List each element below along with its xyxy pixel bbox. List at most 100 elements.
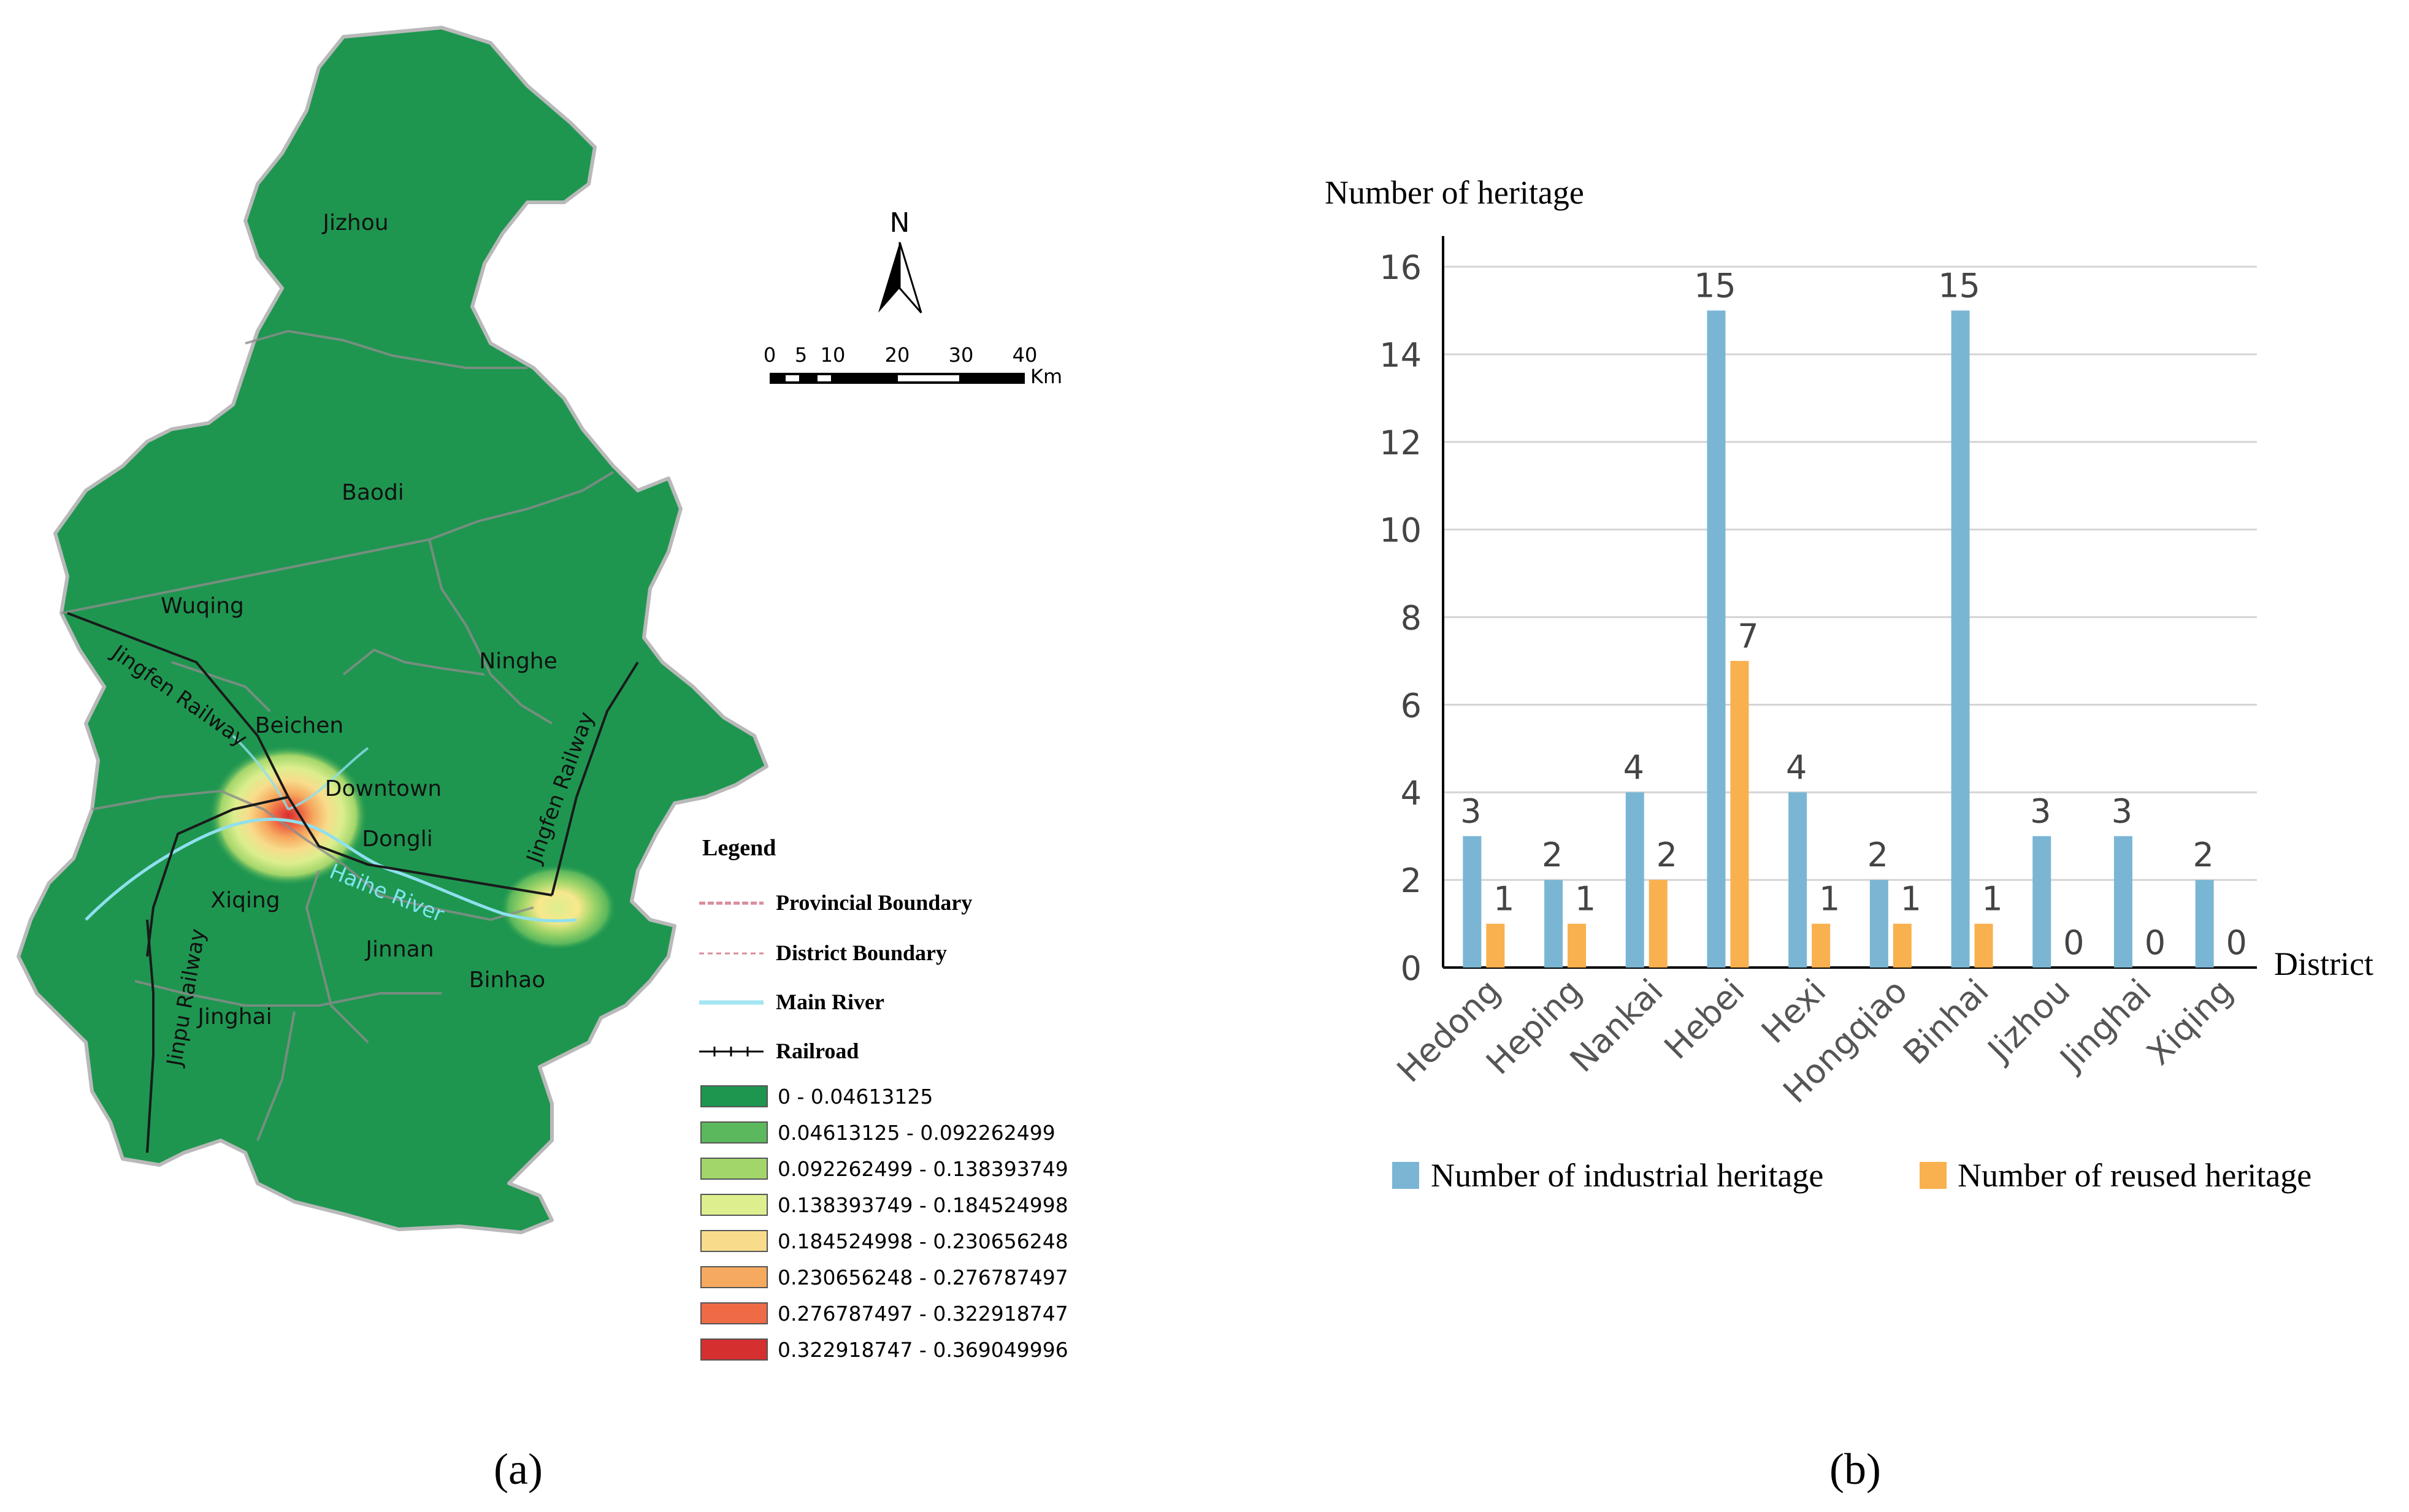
- data-label: 4: [1786, 748, 1807, 787]
- bar-reused: [1974, 923, 1993, 968]
- legend-class-swatch: [700, 1121, 768, 1144]
- data-label: 3: [2112, 792, 2132, 831]
- y-tick-label: 16: [1379, 248, 1422, 287]
- data-label: 15: [1938, 266, 1980, 305]
- railroads: [67, 612, 639, 1153]
- legend-class-label: 0.184524998 - 0.230656248: [778, 1229, 1068, 1253]
- bar-industrial: [1788, 792, 1807, 968]
- data-label: 2: [1656, 836, 1677, 874]
- x-tick-label: Nankai: [1563, 972, 1671, 1080]
- bar-reused: [1568, 923, 1587, 968]
- legend-class-label: 0.092262499 - 0.138393749: [778, 1157, 1068, 1181]
- north-arrow: N: [878, 207, 922, 313]
- tianjin-outline: [17, 26, 768, 1234]
- x-tick-label: Hedong: [1390, 972, 1508, 1090]
- bar-reused: [1486, 923, 1505, 968]
- district-label-jizhou: Jizhou: [321, 210, 388, 235]
- data-label: 7: [1737, 617, 1758, 655]
- legend-line-district: District Boundary: [776, 941, 947, 965]
- legend-class-label: 0 - 0.04613125: [778, 1085, 933, 1109]
- data-label: 1: [1819, 880, 1840, 918]
- scale-bar: 0 5 10 20 30 40 Km: [764, 343, 1062, 388]
- legend-label-industrial: Number of industrial heritage: [1431, 1157, 1823, 1194]
- data-label: 0: [2063, 923, 2084, 962]
- y-tick-label: 8: [1401, 599, 1422, 638]
- bar-reused: [1730, 660, 1749, 968]
- legend-class-swatch: [700, 1230, 768, 1252]
- data-label: 1: [1982, 880, 2002, 918]
- data-label: 0: [2226, 923, 2246, 962]
- data-label: 1: [1575, 880, 1596, 918]
- caption-b: (b): [1829, 1445, 1881, 1494]
- bar-industrial: [2032, 836, 2051, 968]
- data-label: 4: [1623, 748, 1644, 787]
- legend-label-reused: Number of reused heritage: [1958, 1157, 2311, 1194]
- gridlines: [1443, 265, 2257, 881]
- y-tick-label: 10: [1379, 511, 1422, 550]
- bars: [1463, 310, 2214, 968]
- y-tick-label: 4: [1401, 774, 1422, 812]
- y-tick-label: 6: [1401, 686, 1422, 725]
- legend-class-label: 0.04613125 - 0.092262499: [778, 1121, 1055, 1145]
- bar-industrial: [1625, 792, 1644, 968]
- map-legend: Legend Provincial Boundary District Boun…: [699, 835, 1068, 1362]
- legend-class-swatch: [700, 1266, 768, 1288]
- district-boundaries: [61, 329, 615, 1141]
- bar-reused: [1812, 923, 1831, 968]
- legend-class-label: 0.322918747 - 0.369049996: [778, 1338, 1068, 1362]
- x-tick-label: Binhai: [1896, 972, 1996, 1072]
- scale-tick: 0: [764, 343, 776, 367]
- data-label: 3: [2030, 792, 2051, 831]
- legend-swatch-industrial: [1392, 1162, 1419, 1189]
- legend-line-railroad: Railroad: [776, 1039, 859, 1063]
- legend-title: Legend: [702, 835, 776, 861]
- y-tick-label: 0: [1401, 949, 1422, 988]
- scale-tick: 40: [1013, 343, 1038, 367]
- x-axis-title: District: [2274, 945, 2373, 982]
- bar-reused: [1649, 880, 1668, 968]
- district-label-wuqing: Wuqing: [161, 594, 244, 619]
- caption-a: (a): [494, 1445, 543, 1494]
- data-label: 2: [1867, 836, 1888, 874]
- district-label-xiqing: Xiqing: [210, 888, 280, 913]
- data-label: 0: [2145, 923, 2166, 962]
- scale-tick: 20: [885, 343, 910, 367]
- legend-class-swatch: [700, 1302, 768, 1324]
- data-label: 1: [1493, 880, 1514, 918]
- data-label: 2: [1542, 836, 1563, 874]
- district-label-jinnan: Jinnan: [364, 937, 434, 962]
- district-label-downtown: Downtown: [325, 776, 442, 801]
- river-branch: [232, 735, 369, 811]
- legend-class-label: 0.230656248 - 0.276787497: [778, 1266, 1068, 1289]
- legend-class-label: 0.276787497 - 0.322918747: [778, 1302, 1068, 1326]
- bar-industrial: [1869, 880, 1888, 968]
- x-tick-label: Hebei: [1657, 972, 1752, 1067]
- scale-tick: 5: [795, 343, 807, 367]
- legend-class-swatch: [700, 1158, 768, 1180]
- main-river: [85, 817, 577, 923]
- legend-class-label: 0.138393749 - 0.184524998: [778, 1193, 1068, 1217]
- legend-swatch-reused: [1920, 1162, 1947, 1189]
- x-tick-label: Xiqing: [2139, 972, 2240, 1073]
- district-label-baodi: Baodi: [342, 480, 404, 505]
- legend-line-river: Main River: [776, 990, 884, 1014]
- y-axis-title: Number of heritage: [1325, 174, 1584, 211]
- district-label-dongli: Dongli: [362, 827, 432, 852]
- bar-industrial: [1544, 880, 1563, 968]
- legend-class-swatch: [700, 1085, 768, 1107]
- scale-unit: Km: [1030, 365, 1062, 388]
- district-label-binhao: Binhao: [469, 968, 545, 993]
- legend-line-provincial: Provincial Boundary: [776, 890, 972, 915]
- legend-class-swatch: [700, 1194, 768, 1216]
- district-label-ninghe: Ninghe: [479, 649, 557, 674]
- data-label: 3: [1460, 792, 1481, 831]
- hotspot-binhai: [500, 865, 616, 950]
- north-label: N: [890, 207, 910, 239]
- y-tick-label: 14: [1379, 336, 1422, 375]
- legend-class-swatch: [700, 1338, 768, 1361]
- y-tick-labels: 0 2 4 6 8 10 12 14 16: [1379, 248, 1422, 988]
- scale-tick: 30: [949, 343, 974, 367]
